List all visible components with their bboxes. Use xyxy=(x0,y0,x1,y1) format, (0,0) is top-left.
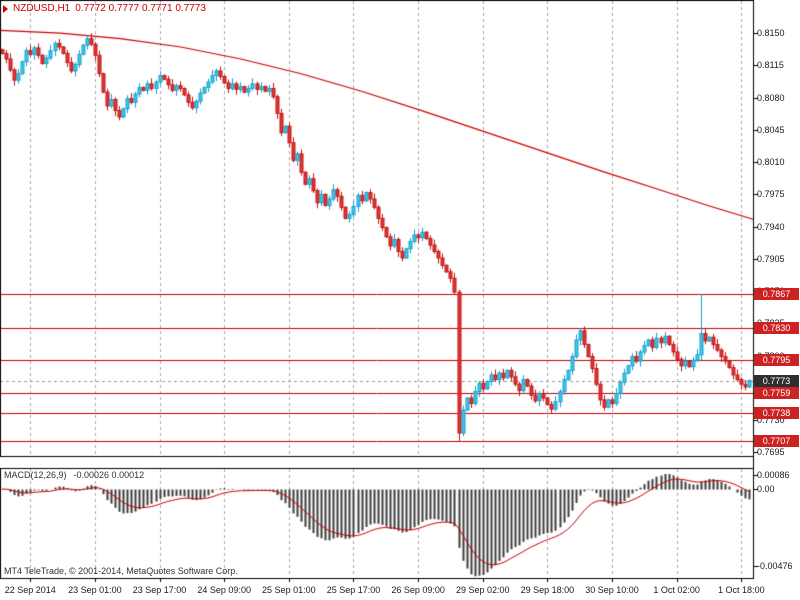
time-axis-label: 30 Sep 10:00 xyxy=(585,585,639,595)
price-axis-label: 0.7975 xyxy=(757,189,785,200)
symbol-timeframe: NZDUSD,H1 xyxy=(13,3,71,14)
price-axis-label: 0.8115 xyxy=(757,60,784,71)
price-axis-label: 0.7940 xyxy=(757,221,785,232)
ohlc-values: 0.7772 0.7777 0.7771 0.7773 xyxy=(75,3,206,14)
macd-current-values: -0.00026 0.00012 xyxy=(73,470,145,480)
macd-name: MACD(12,26,9) xyxy=(4,470,67,480)
current-price-badge: 0.7773 xyxy=(754,374,799,387)
level-price-badge: 0.7830 xyxy=(754,322,799,334)
time-axis-label: 25 Sep 01:00 xyxy=(262,585,316,595)
macd-axis-label: -0.00476 xyxy=(757,561,793,572)
level-price-badge: 0.7795 xyxy=(754,354,799,367)
level-price-badge: 0.7707 xyxy=(754,435,799,448)
time-axis-label: 26 Sep 09:00 xyxy=(391,585,445,595)
time-axis-label: 29 Sep 18:00 xyxy=(520,585,575,595)
level-price-badge: 0.7867 xyxy=(754,287,799,300)
macd-indicator-label: MACD(12,26,9) -0.00026 0.00012 xyxy=(4,470,144,480)
time-axis-label: 1 Oct 18:00 xyxy=(718,585,765,595)
price-axis-label: 0.7905 xyxy=(757,253,785,264)
level-price-badge: 0.7759 xyxy=(754,387,799,400)
price-axis-label: 0.7730 xyxy=(757,415,785,426)
time-axis-label: 23 Sep 01:00 xyxy=(68,585,122,595)
time-axis-label: 29 Sep 02:00 xyxy=(455,585,510,595)
price-axis-label: 0.8010 xyxy=(757,157,785,168)
macd-axis-label: 0.00 xyxy=(757,484,775,495)
time-axis-label: 25 Sep 17:00 xyxy=(326,585,381,595)
symbol-marker-icon xyxy=(3,4,8,13)
level-price-badge: 0.7738 xyxy=(754,406,799,419)
time-axis-label: 23 Sep 17:00 xyxy=(132,585,187,595)
price-axis-label: 0.8150 xyxy=(757,28,785,39)
time-axis-label: 1 Oct 02:00 xyxy=(653,585,700,595)
price-axis-label: 0.8045 xyxy=(757,124,785,135)
copyright-watermark: MT4 TeleTrade, © 2001-2014, MetaQuotes S… xyxy=(4,566,238,576)
time-axis-label: 22 Sep 2014 xyxy=(4,585,56,595)
macd-axis-label: 0.00086 xyxy=(757,470,790,481)
chart-ohlc-header: NZDUSD,H1 0.7772 0.7777 0.7771 0.7773 xyxy=(3,3,206,14)
price-axis-label: 0.7695 xyxy=(757,447,785,458)
price-axis-label: 0.8080 xyxy=(757,92,785,103)
time-axis-label: 24 Sep 09:00 xyxy=(197,585,251,595)
